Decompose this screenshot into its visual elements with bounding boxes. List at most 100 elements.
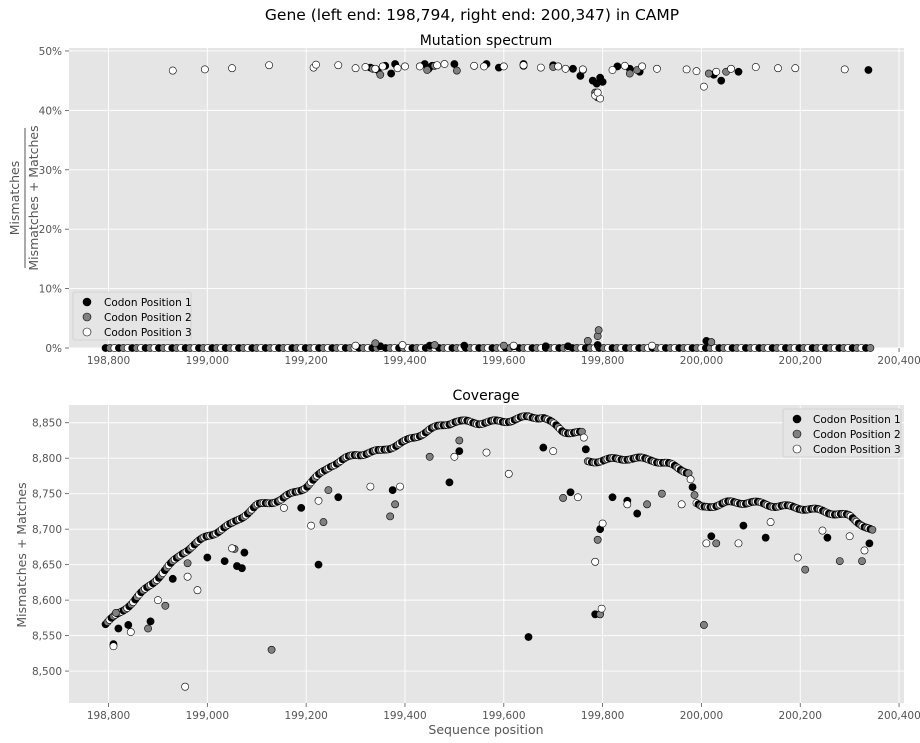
- mutation-spectrum-point-codon-1: [593, 341, 602, 349]
- coverage-x-tick-label: 199,600: [482, 710, 525, 722]
- coverage-point-codon-1: [240, 548, 249, 557]
- coverage-point-codon-1: [203, 553, 212, 562]
- mutation-spectrum-y-tick-label: 0%: [45, 343, 62, 355]
- mutation-spectrum-point-codon-1: [864, 66, 873, 74]
- mutation-spectrum-point-codon-3: [653, 64, 661, 73]
- mutation-spectrum-point-codon-2: [594, 326, 603, 335]
- coverage-point-codon-1: [761, 533, 770, 542]
- coverage-point-codon-2: [559, 494, 567, 502]
- mutation-spectrum-point-codon-3: [682, 65, 691, 74]
- coverage-point-codon-3: [504, 469, 513, 478]
- coverage-point-codon-3: [193, 586, 202, 595]
- mutation-spectrum-legend: Codon Position 1 Codon Position 2 Codon …: [72, 291, 192, 341]
- coverage-point-codon-1: [220, 557, 229, 565]
- coverage-point-codon-1: [688, 483, 697, 492]
- coverage-point-codon-2: [801, 565, 810, 574]
- coverage-point-codon-2: [643, 500, 651, 509]
- coverage-point-codon-3: [450, 452, 459, 461]
- coverage-point-codon-3: [845, 532, 854, 541]
- mutation-spectrum-point-codon-3: [791, 64, 800, 73]
- coverage-point-codon-1: [581, 445, 590, 454]
- mutation-spectrum-point-codon-3: [692, 67, 701, 76]
- coverage-point-codon-2: [386, 512, 395, 521]
- coverage-y-tick-label: 8,600: [32, 595, 62, 607]
- coverage-point-codon-2: [835, 557, 844, 565]
- mutation-spectrum-point-codon-1: [387, 69, 396, 78]
- coverage-point-codon-1: [146, 617, 155, 626]
- mutation-spectrum-point-codon-3: [361, 63, 370, 71]
- mutation-spectrum-point-codon-3: [168, 66, 177, 75]
- coverage-point-codon-3: [307, 521, 316, 530]
- coverage-point-codon-2: [657, 489, 666, 498]
- mutation-spectrum-point-codon-3: [536, 63, 545, 72]
- legend-marker-codon-3: [792, 444, 802, 454]
- mutation-spectrum-x-tick-label: 200,000: [680, 355, 723, 367]
- legend-marker-codon-2: [792, 429, 802, 439]
- coverage-y-tick-label: 8,850: [32, 418, 62, 430]
- coverage-point-codon-3: [591, 557, 600, 566]
- mutation-spectrum-y-tick-label: 10%: [39, 284, 62, 296]
- mutation-spectrum-point-codon-3: [351, 341, 360, 350]
- coverage-point-codon-3: [734, 539, 743, 548]
- figure-title: Gene (left end: 198,794, right end: 200,…: [265, 6, 679, 24]
- mutation-spectrum-point-codon-3: [648, 341, 656, 350]
- coverage-point-codon-3: [766, 518, 775, 526]
- legend-label-codon-1: Codon Position 1: [104, 297, 192, 309]
- coverage-x-label: Sequence position: [428, 722, 543, 737]
- mutation-spectrum-point-codon-3: [699, 82, 708, 91]
- mutation-spectrum-point-codon-3: [499, 62, 508, 71]
- coverage-point-codon-3: [793, 553, 802, 562]
- coverage-point-codon-3: [598, 519, 607, 528]
- coverage-point-codon-3: [579, 433, 588, 442]
- coverage-point-codon-2: [425, 452, 434, 461]
- coverage-point-codon-1: [124, 621, 133, 629]
- mutation-spectrum-point-codon-2: [583, 336, 592, 345]
- coverage-title: Coverage: [452, 388, 519, 404]
- mutation-spectrum-point-codon-1: [541, 342, 550, 351]
- coverage-x-tick-label: 200,000: [680, 710, 723, 722]
- coverage-point-codon-3: [154, 596, 162, 605]
- coverage-point-codon-1: [238, 564, 246, 573]
- coverage-y-label: Mismatches + Matches: [14, 482, 29, 627]
- mutation-spectrum-title: Mutation spectrum: [420, 33, 553, 49]
- coverage-point-codon-1: [739, 521, 748, 530]
- mutation-spectrum-point-codon-3: [578, 65, 587, 74]
- legend-label-codon-3: Codon Position 3: [104, 327, 192, 339]
- coverage-point-codon-1: [633, 509, 642, 518]
- mutation-spectrum-y-label: Mismatches Mismatches + Matches: [7, 125, 41, 270]
- coverage-point-codon-1: [865, 539, 874, 548]
- coverage-point-codon-2: [699, 621, 708, 629]
- mutation-spectrum-point-codon-3: [401, 62, 409, 71]
- mutation-spectrum-point-codon-2: [625, 69, 634, 78]
- coverage-point-codon-1: [455, 447, 464, 456]
- mutation-spectrum-point-codon-1: [450, 60, 459, 68]
- coverage-point-codon-2: [112, 608, 120, 617]
- coverage-y-tick-label: 8,800: [32, 453, 62, 465]
- coverage-point-codon-3: [314, 496, 323, 505]
- coverage-point-codon-2: [144, 624, 152, 633]
- coverage-point-codon-1: [388, 486, 397, 495]
- mutation-spectrum-point-codon-2: [423, 66, 432, 74]
- coverage-y-tick-label: 8,550: [32, 631, 62, 643]
- mutation-spectrum-point-codon-3: [509, 341, 518, 350]
- coverage-point-codon-1: [314, 560, 323, 569]
- mutation-spectrum-point-codon-3: [561, 64, 570, 73]
- coverage-point-codon-3: [860, 546, 869, 555]
- legend-marker-codon-2: [82, 312, 92, 322]
- mutation-spectrum-point-codon-1: [734, 67, 743, 76]
- coverage-x-tick-label: 199,800: [581, 710, 624, 722]
- y-label-denominator: Mismatches + Matches: [26, 125, 41, 270]
- legend-marker-codon-3: [82, 327, 92, 337]
- coverage-point-codon-2: [690, 491, 699, 499]
- coverage-point-codon-1: [707, 532, 716, 541]
- mutation-spectrum-y-tick-label: 20%: [39, 224, 62, 236]
- mutation-spectrum-point-codon-3: [228, 64, 236, 73]
- legend-label-codon-3: Codon Position 3: [813, 444, 901, 456]
- mutation-spectrum-point-codon-3: [415, 62, 424, 71]
- mutation-spectrum-y-ticks: 0% 10% 20% 30% 40% 50%: [39, 46, 69, 355]
- coverage-point-codon-3: [228, 544, 236, 553]
- coverage-point-codon-2: [712, 539, 721, 548]
- legend-label-codon-2: Codon Position 2: [813, 429, 901, 441]
- coverage-point-codon-1: [114, 624, 123, 633]
- coverage-point-codon-3: [396, 482, 404, 491]
